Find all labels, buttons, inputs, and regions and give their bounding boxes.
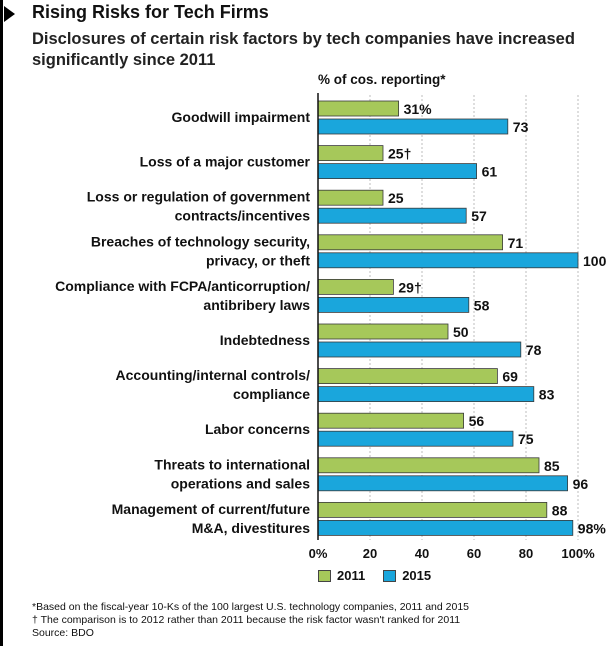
legend-swatch-2011 — [318, 569, 331, 582]
category-label: Accounting/internal controls/ — [116, 367, 311, 383]
category-label: Loss of a major customer — [140, 154, 311, 170]
category-label: Labor concerns — [205, 421, 310, 437]
chart-title: Rising Risks for Tech Firms — [32, 2, 269, 22]
value-label-2015: 73 — [513, 119, 529, 135]
source-note: Source: BDO — [32, 627, 94, 639]
category-label: Loss or regulation of government — [87, 189, 311, 205]
value-label-2015: 100 — [583, 253, 607, 269]
legend-item-2015: 2015 — [383, 568, 431, 583]
category-label: Goodwill impairment — [172, 109, 311, 125]
value-label-2011: 88 — [552, 502, 568, 518]
x-tick-label: 60 — [467, 546, 481, 561]
value-label-2015: 61 — [482, 164, 498, 180]
value-label-2011: 25† — [388, 146, 411, 162]
value-label-2015: 75 — [518, 431, 534, 447]
category-label: operations and sales — [171, 475, 310, 491]
category-label: privacy, or theft — [206, 252, 310, 268]
legend-label-2015: 2015 — [402, 568, 432, 583]
value-label-2011: 71 — [508, 235, 524, 251]
value-label-2015: 58 — [474, 297, 490, 313]
value-label-2011: 69 — [502, 369, 518, 385]
legend: 2011 2015 — [318, 568, 449, 583]
value-label-2011: 50 — [453, 324, 469, 340]
value-label-2011: 31% — [404, 101, 433, 117]
category-label: M&A, divestitures — [192, 520, 310, 536]
x-tick-label: 0% — [309, 546, 328, 561]
bar-2015 — [317, 296, 470, 313]
footnotes: *Based on the fiscal-year 10-Ks of the 1… — [32, 601, 469, 640]
category-label: Threats to international — [154, 456, 310, 472]
category-label: contracts/incentives — [175, 208, 311, 224]
category-label: Management of current/future — [112, 501, 311, 517]
bar-2015 — [317, 475, 569, 492]
bar-2011 — [317, 368, 498, 385]
x-tick-label: 20 — [363, 546, 377, 561]
bar-2015 — [317, 341, 522, 358]
value-label-2015: 83 — [539, 387, 555, 403]
legend-label-2011: 2011 — [337, 568, 366, 583]
value-label-2015: 57 — [471, 208, 487, 224]
bar-2015 — [317, 118, 509, 135]
category-label: antibribery laws — [203, 297, 310, 313]
footnote-dagger: † The comparison is to 2012 rather than … — [32, 614, 461, 626]
bar-2015 — [317, 386, 535, 403]
bar-2011 — [317, 145, 384, 162]
bar-2011 — [317, 100, 399, 117]
bar-2011 — [317, 412, 465, 429]
bar-2011 — [317, 501, 548, 518]
value-label-2015: 96 — [573, 476, 589, 492]
footnote-star: *Based on the fiscal-year 10-Ks of the 1… — [32, 601, 469, 613]
value-label-2015: 78 — [526, 342, 542, 358]
bar-2011 — [317, 457, 540, 474]
value-label-2011: 25 — [388, 190, 404, 206]
unit-label: % of cos. reporting* — [318, 72, 446, 87]
title-marker-icon — [4, 6, 15, 22]
bar-2015 — [317, 207, 467, 224]
x-tick-label: 40 — [415, 546, 429, 561]
category-label: Breaches of technology security, — [91, 233, 310, 249]
legend-item-2011: 2011 — [318, 568, 365, 583]
bar-2015 — [317, 252, 579, 269]
category-label: compliance — [233, 386, 310, 402]
legend-swatch-2015 — [383, 569, 397, 582]
chart-subtitle: Disclosures of certain risk factors by t… — [32, 30, 575, 69]
bar-2011 — [317, 189, 384, 206]
bar-2011 — [317, 278, 394, 295]
category-label: Compliance with FCPA/anticorruption/ — [55, 278, 310, 294]
x-tick-label: 100% — [561, 546, 595, 561]
bar-2015 — [317, 163, 478, 180]
category-label: Indebtedness — [220, 332, 310, 348]
x-tick-label: 80 — [519, 546, 533, 561]
value-label-2011: 29† — [398, 279, 421, 295]
bar-2015 — [317, 430, 514, 447]
value-label-2011: 56 — [469, 413, 485, 429]
bar-2011 — [317, 234, 504, 251]
left-rule — [0, 0, 3, 646]
value-label-2015: 98% — [578, 520, 607, 536]
bar-2015 — [317, 520, 574, 536]
value-label-2011: 85 — [544, 458, 560, 474]
bar-2011 — [317, 323, 449, 340]
